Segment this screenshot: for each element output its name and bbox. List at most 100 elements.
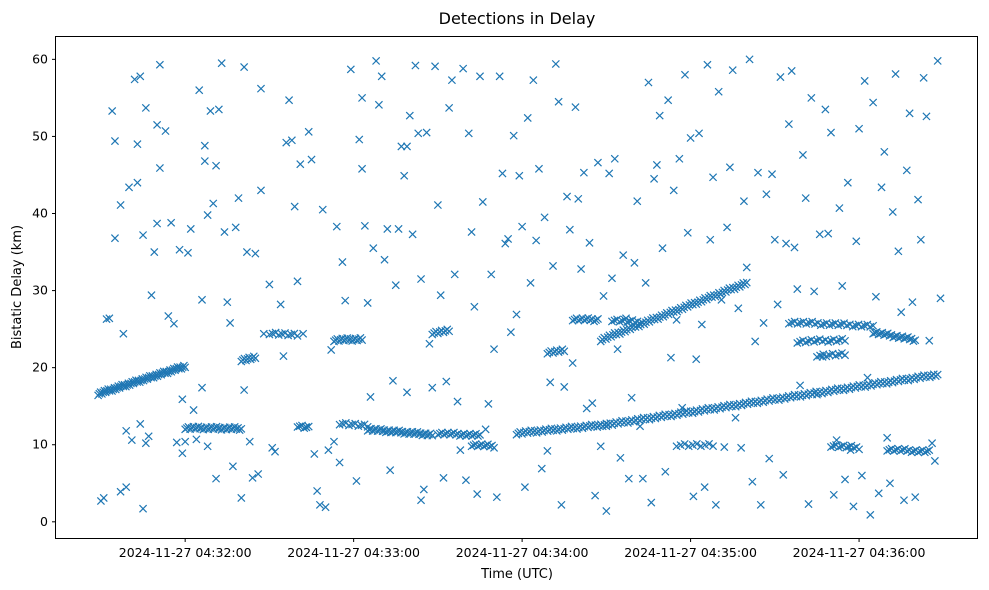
data-point xyxy=(487,270,496,279)
data-point xyxy=(905,109,914,118)
data-point xyxy=(812,390,821,399)
data-point xyxy=(624,474,633,483)
data-point xyxy=(837,442,846,451)
data-point xyxy=(287,136,296,145)
data-point xyxy=(737,443,746,452)
data-point xyxy=(240,63,249,72)
data-point xyxy=(141,439,150,448)
data-point xyxy=(402,142,412,151)
data-point xyxy=(506,328,515,337)
data-point xyxy=(751,337,760,346)
data-point xyxy=(703,60,712,69)
data-point xyxy=(711,500,720,509)
data-point xyxy=(352,476,361,485)
data-point xyxy=(183,248,192,257)
data-point xyxy=(242,248,251,257)
data-point xyxy=(442,377,451,386)
data-point xyxy=(692,355,701,364)
data-point xyxy=(504,234,513,243)
data-point xyxy=(916,235,925,244)
data-point xyxy=(212,474,221,483)
data-point xyxy=(902,166,911,175)
data-point xyxy=(293,422,302,432)
data-point xyxy=(116,201,125,210)
data-point xyxy=(714,87,723,96)
data-point xyxy=(618,316,627,325)
data-point xyxy=(650,174,659,183)
data-point xyxy=(234,194,243,203)
data-point xyxy=(318,205,327,214)
data-point xyxy=(925,336,934,345)
data-point xyxy=(742,278,751,287)
data-point xyxy=(842,443,851,452)
data-point xyxy=(515,171,524,180)
data-point xyxy=(599,291,608,301)
x-axis-label: Time (UTC) xyxy=(480,567,553,582)
data-point xyxy=(228,462,237,471)
y-tick-label: 0 xyxy=(40,514,48,529)
data-point xyxy=(417,274,426,284)
data-point xyxy=(863,373,872,382)
data-point xyxy=(765,454,774,463)
data-point xyxy=(669,186,678,195)
data-point xyxy=(834,443,843,452)
data-point xyxy=(321,503,330,512)
data-point xyxy=(178,449,187,458)
data-point xyxy=(461,476,470,485)
data-point xyxy=(526,278,535,287)
data-point xyxy=(739,197,748,206)
data-point xyxy=(467,431,476,440)
data-point xyxy=(256,84,266,93)
data-point xyxy=(807,93,816,102)
data-point xyxy=(835,204,844,213)
data-point xyxy=(301,422,310,432)
data-point xyxy=(936,294,945,303)
data-point xyxy=(706,235,715,244)
x-tick-label: 2024-11-27 04:34:00 xyxy=(456,545,589,560)
data-point xyxy=(537,464,546,473)
data-point xyxy=(787,66,796,75)
data-point xyxy=(543,446,552,455)
data-point xyxy=(192,435,201,444)
data-point xyxy=(554,97,563,106)
data-point xyxy=(770,235,779,244)
y-tick-label: 60 xyxy=(32,51,48,66)
data-point xyxy=(883,446,892,455)
data-point xyxy=(796,381,805,390)
data-point xyxy=(551,59,560,69)
data-point xyxy=(164,311,173,321)
data-point xyxy=(723,223,732,232)
data-point xyxy=(203,211,212,220)
data-point xyxy=(869,98,878,107)
data-point xyxy=(683,228,692,237)
data-point xyxy=(928,439,937,448)
data-point xyxy=(532,236,541,245)
data-point xyxy=(237,493,246,502)
data-point xyxy=(888,207,897,216)
data-point xyxy=(824,229,833,238)
data-point xyxy=(172,438,181,447)
y-axis-ticks: 0 10 20 30 40 50 60 xyxy=(32,51,56,529)
data-point xyxy=(619,251,628,260)
data-point xyxy=(391,281,400,290)
data-markers xyxy=(94,55,945,519)
data-point xyxy=(155,60,164,69)
data-point xyxy=(661,467,670,476)
data-point xyxy=(672,315,681,324)
data-point xyxy=(829,490,838,499)
data-point xyxy=(852,237,861,246)
data-point xyxy=(520,483,529,492)
data-point xyxy=(136,419,145,428)
data-point xyxy=(414,129,423,138)
data-point xyxy=(467,227,476,237)
data-point xyxy=(124,183,134,192)
data-point xyxy=(358,93,367,102)
data-point xyxy=(335,458,344,467)
data-point xyxy=(501,239,510,248)
data-point xyxy=(709,442,718,451)
data-point xyxy=(919,73,928,82)
data-point xyxy=(455,431,464,440)
data-point xyxy=(341,296,350,305)
data-point xyxy=(200,141,209,150)
data-point xyxy=(745,55,754,64)
